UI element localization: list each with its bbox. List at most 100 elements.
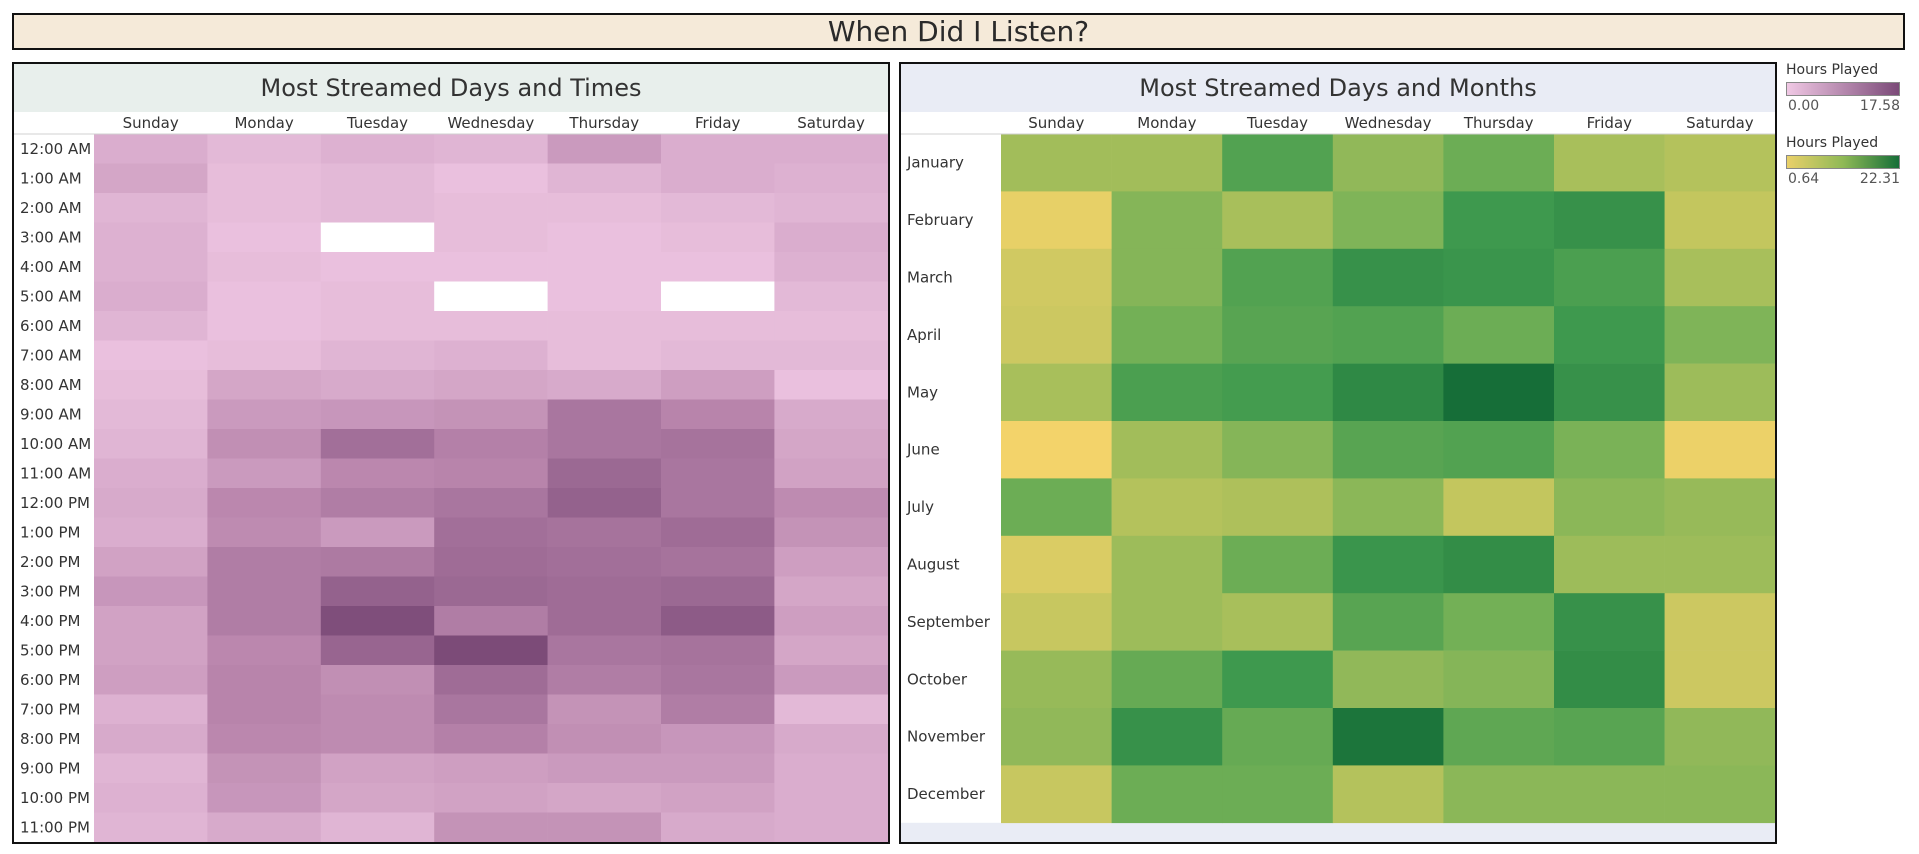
row-label: September	[907, 613, 991, 631]
column-label-saturday: Saturday	[1686, 114, 1754, 132]
heat-cell	[320, 429, 435, 459]
heat-cell	[1111, 363, 1223, 422]
heat-cell	[547, 576, 662, 607]
column-label-thursday: Thursday	[568, 114, 639, 132]
heat-cell	[320, 576, 435, 607]
heat-cell	[94, 399, 208, 430]
heat-cell	[434, 635, 548, 666]
row-label: 3:00 AM	[20, 228, 82, 246]
heat-cell	[661, 340, 775, 371]
heat-cell	[1332, 535, 1444, 594]
heat-cell	[1664, 421, 1775, 479]
heat-cell	[661, 547, 775, 577]
heat-cell	[94, 665, 208, 695]
heat-cell	[1554, 765, 1665, 824]
heat-cell	[1443, 593, 1555, 651]
row-label: 8:00 PM	[20, 730, 80, 748]
row-label: February	[907, 211, 974, 229]
heat-cell	[434, 665, 548, 695]
heat-cell	[94, 724, 208, 754]
heat-cell	[207, 665, 322, 695]
heat-cell	[207, 753, 322, 784]
heat-cell	[661, 163, 775, 194]
heat-cell	[661, 812, 775, 842]
heat-cell	[94, 193, 208, 223]
header-band	[14, 112, 888, 134]
heat-cell	[207, 458, 322, 489]
heat-cell	[94, 547, 208, 577]
heat-cell	[320, 399, 435, 430]
heat-cell	[661, 635, 775, 666]
heat-cell	[1222, 191, 1334, 250]
legend-times-min: 0.00	[1788, 98, 1820, 114]
heat-cell	[661, 753, 775, 784]
heat-cell	[94, 134, 208, 164]
heat-cell	[1001, 478, 1112, 537]
heat-cell	[1001, 306, 1112, 364]
heat-cell	[320, 724, 435, 754]
column-label-tuesday: Tuesday	[346, 114, 408, 132]
heat-cell	[774, 193, 888, 223]
heat-cell	[547, 783, 662, 813]
heat-cell	[434, 783, 548, 813]
column-label-tuesday: Tuesday	[1246, 114, 1308, 132]
heat-cell	[94, 340, 208, 371]
legend-months-min: 0.64	[1788, 171, 1820, 187]
heat-cell	[774, 576, 888, 607]
heat-cell	[1664, 363, 1775, 422]
heat-cell	[661, 222, 775, 253]
row-label: 2:00 AM	[20, 199, 82, 217]
heat-cell	[320, 134, 435, 164]
row-label: 12:00 PM	[20, 494, 90, 512]
heat-cell	[320, 812, 435, 842]
heat-cell	[1554, 134, 1665, 192]
heat-cell	[1222, 134, 1334, 192]
heat-cell	[547, 458, 662, 489]
legend-times: Hours Played 0.00 17.58	[1786, 62, 1906, 114]
heat-cell	[1332, 134, 1444, 192]
heat-cell	[1554, 650, 1665, 709]
heat-cell	[1001, 593, 1112, 651]
heat-cell	[1332, 421, 1444, 479]
heat-cell	[1443, 765, 1555, 824]
heat-cell	[207, 340, 322, 371]
heat-cell	[207, 783, 322, 813]
heat-cell	[547, 340, 662, 371]
heat-cell	[434, 694, 548, 725]
heat-cell	[207, 193, 322, 223]
heat-cell	[774, 665, 888, 695]
row-label: January	[906, 154, 964, 172]
days-times-heatmap: Sunday Monday Tuesday Wednesday Thursday Frid…	[14, 112, 888, 842]
heat-cell	[320, 488, 435, 518]
heat-cell	[94, 517, 208, 548]
heat-cell	[1001, 363, 1112, 422]
heat-cell	[1222, 535, 1334, 594]
heat-cell	[1222, 650, 1334, 709]
heat-cell	[1332, 765, 1444, 824]
heat-cell	[207, 311, 322, 341]
heat-cell	[320, 635, 435, 666]
heat-cell	[1001, 765, 1112, 824]
heat-cell	[207, 606, 322, 636]
heat-cell	[547, 517, 662, 548]
heat-cell	[320, 281, 435, 312]
heat-cell	[1554, 421, 1665, 479]
heat-cell	[547, 281, 662, 312]
row-label: 5:00 PM	[20, 641, 80, 659]
heat-cell	[207, 370, 322, 400]
heat-cell	[94, 606, 208, 636]
heat-cell	[1222, 306, 1334, 364]
heat-cell	[547, 753, 662, 784]
heat-cell	[207, 488, 322, 518]
heat-cell	[1443, 478, 1555, 537]
heat-cell	[207, 399, 322, 430]
heat-cell	[1111, 191, 1223, 250]
heat-cell	[434, 488, 548, 518]
legend-times-title: Hours Played	[1786, 62, 1879, 78]
heat-cell	[774, 340, 888, 371]
heat-cell	[547, 812, 662, 842]
legend-months-title: Hours Played	[1786, 135, 1879, 151]
heat-cell	[774, 370, 888, 400]
row-label: 4:00 PM	[20, 612, 80, 630]
heat-cell	[1001, 134, 1112, 192]
